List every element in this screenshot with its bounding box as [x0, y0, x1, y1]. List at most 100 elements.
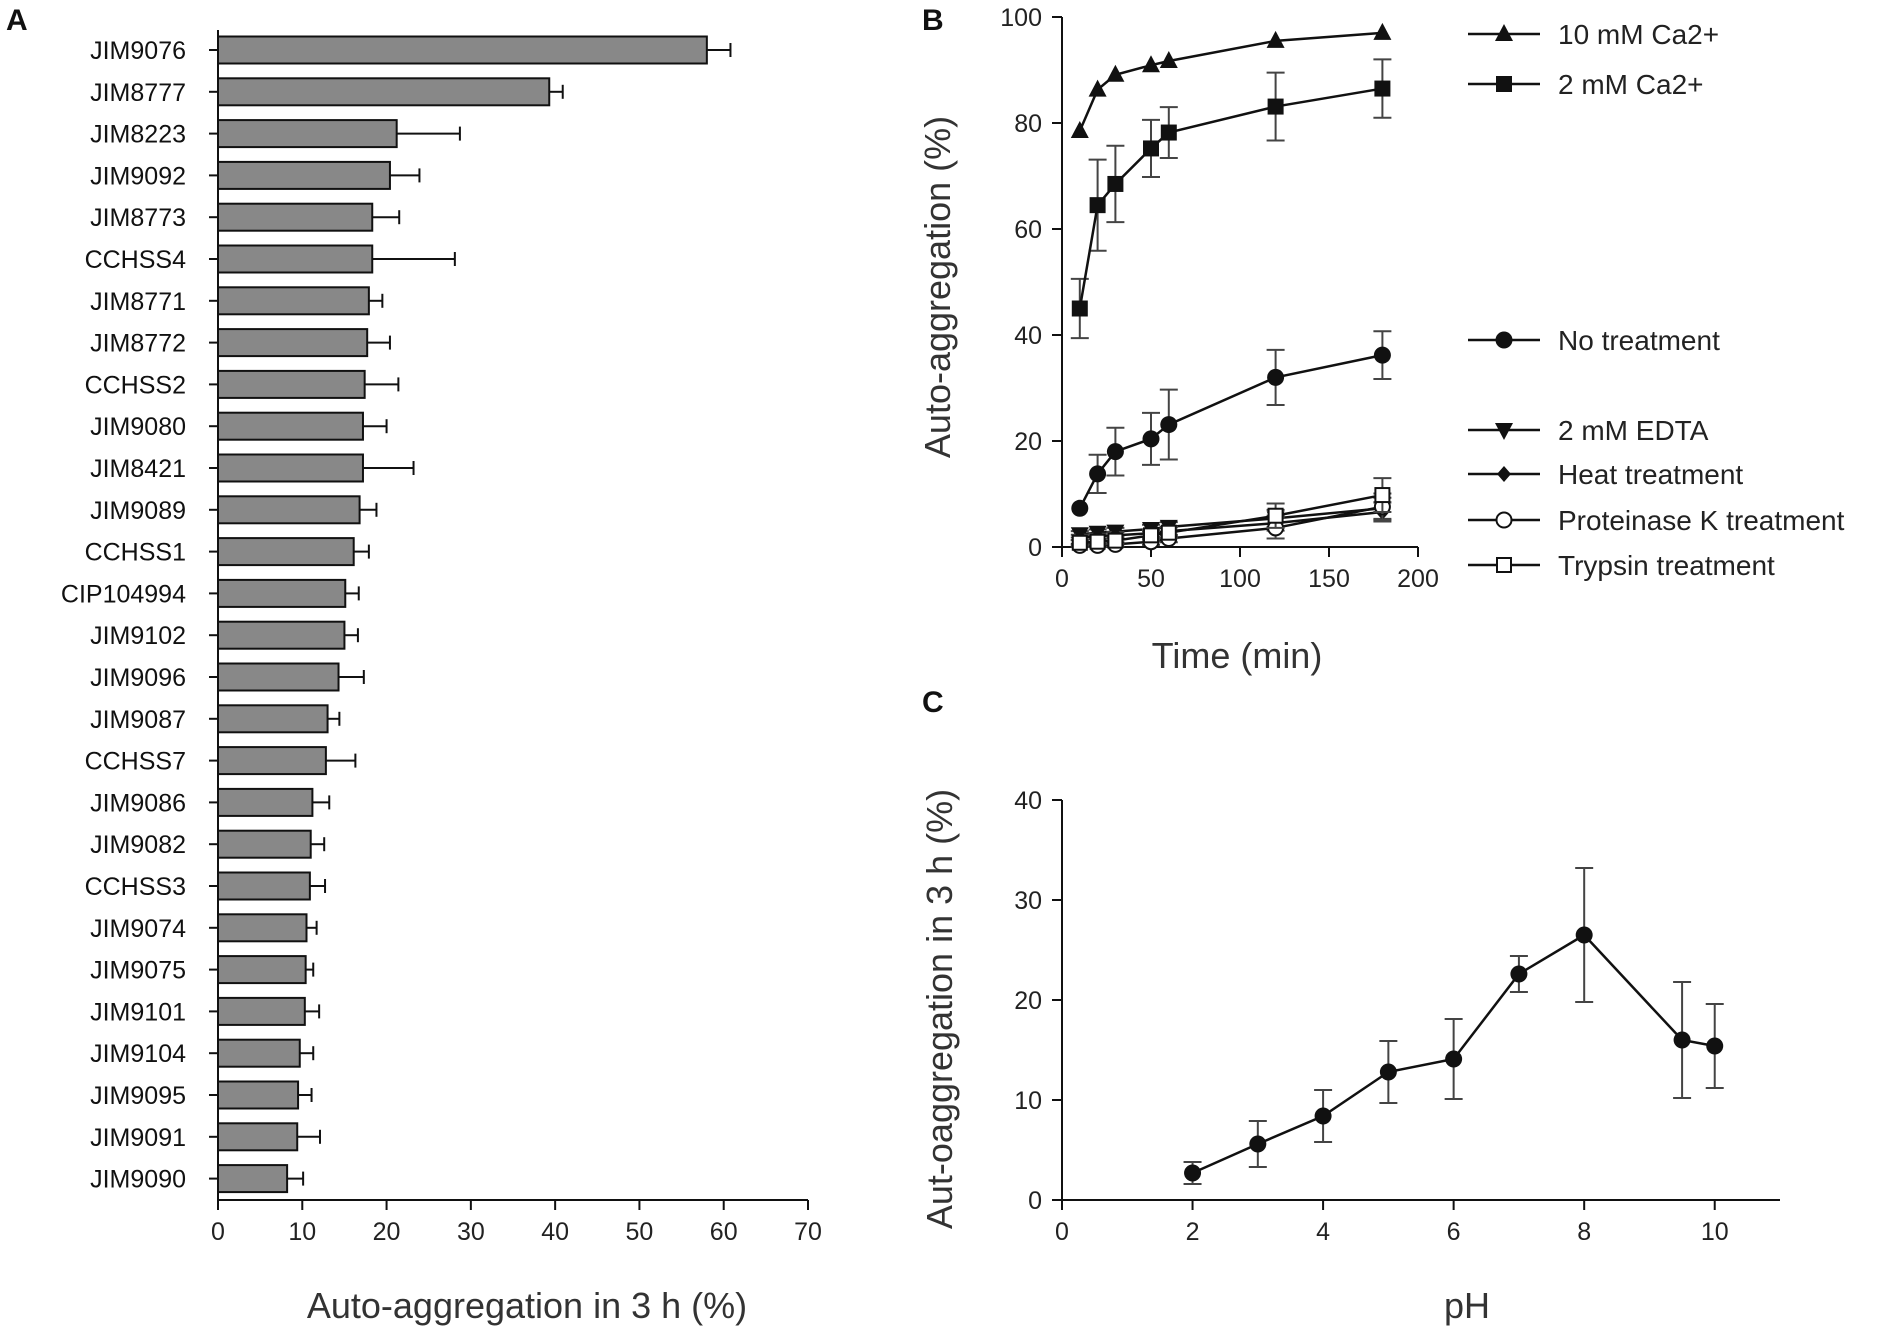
panel-b-data-point	[1267, 368, 1285, 386]
panel-b-series-2	[1071, 330, 1392, 517]
panel-b-data-point	[1089, 197, 1106, 214]
panel-a-x-tick-label: 70	[794, 1218, 822, 1246]
panel-a-category-label: JIM8771	[90, 288, 186, 316]
panel-b-legend-item: Proteinase K treatment	[1468, 505, 1845, 536]
panel-a-x-tick-label: 10	[288, 1218, 316, 1246]
panel-b-x-tick-label: 100	[1219, 565, 1261, 593]
panel-b-series-6	[1070, 477, 1392, 551]
panel-c-y-tick-label: 20	[1014, 987, 1042, 1015]
panel-a-category-label: JIM9076	[90, 37, 186, 65]
panel-a-category-label: JIM9104	[90, 1040, 186, 1068]
panel-a-bar	[217, 286, 370, 316]
panel-a-bar	[217, 160, 391, 190]
panel-b-series-line	[1078, 87, 1383, 309]
panel-b-legend-label: Trypsin treatment	[1558, 550, 1775, 581]
panel-a-bar	[217, 369, 366, 399]
panel-a-bar	[217, 244, 374, 274]
panel-b-data-point	[1160, 124, 1177, 141]
panel-a-bar	[217, 578, 347, 608]
panel-a-bar	[217, 1038, 301, 1068]
panel-b-series-line	[1079, 507, 1383, 536]
panel-b-data-point	[1267, 98, 1284, 115]
panel-c-data-point	[1575, 926, 1593, 944]
panel-b-y-tick-label: 60	[1014, 216, 1042, 244]
panel-b-legend-label: No treatment	[1558, 325, 1720, 356]
panel-b-data-point	[1143, 140, 1159, 157]
panel-b-data-point	[1070, 120, 1089, 138]
panel-b-y-tick-label: 20	[1014, 428, 1042, 456]
panel-a-bar	[217, 871, 311, 901]
panel-b-data-point	[1106, 64, 1125, 82]
panel-b-y-tick-label: 0	[1028, 534, 1042, 562]
panel-a-x-tick-label: 40	[541, 1218, 569, 1246]
panel-c-x-tick-label: 8	[1577, 1218, 1591, 1246]
panel-b-legend-item: 10 mM Ca2+	[1468, 19, 1719, 50]
panel-c-y-tick-label: 0	[1028, 1187, 1042, 1215]
panel-a-bar	[217, 996, 306, 1026]
panel-b-data-point	[1159, 50, 1178, 68]
panel-b-data-point	[1089, 465, 1107, 483]
panel-b-data-point	[1071, 534, 1088, 551]
panel-b-data-point	[1373, 22, 1392, 40]
panel-c-data-point	[1314, 1107, 1332, 1125]
panel-c-x-tick-label: 0	[1055, 1218, 1069, 1246]
panel-c-series-0	[1183, 867, 1724, 1185]
panel-c-data-point	[1379, 1063, 1397, 1081]
panel-b-data-point	[1142, 55, 1160, 73]
panel-b-data-point	[1107, 175, 1124, 192]
panel-b-legend-marker	[1495, 24, 1513, 41]
panel-a-bar	[217, 704, 329, 734]
panel-b-line-chart: 0 20 40 60 80 100 0 50 100 150 200 10 mM Ca2+ 2 mM …	[917, 4, 1845, 676]
panel-b-data-point	[1266, 30, 1285, 48]
panel-a-x-tick-label: 50	[626, 1218, 654, 1246]
panel-a-bar	[217, 746, 327, 776]
panel-a-label: A	[6, 4, 28, 37]
panel-a-x-tick-label: 60	[710, 1218, 738, 1246]
panel-a-category-label: CCHSS2	[85, 371, 186, 399]
panel-a-x-tick-label: 30	[457, 1218, 485, 1246]
panel-b-series-line	[1078, 353, 1383, 509]
panel-b-legend-label: 10 mM Ca2+	[1558, 19, 1719, 50]
panel-a-x-tick-label: 0	[211, 1218, 225, 1246]
panel-a-category-label: JIM9082	[90, 831, 186, 859]
panel-b-data-point	[1107, 532, 1124, 549]
panel-a-bar	[217, 1164, 289, 1194]
panel-b-x-tick-label: 0	[1055, 565, 1069, 593]
panel-c-data-point	[1445, 1050, 1463, 1068]
panel-a-category-label: JIM9074	[90, 915, 186, 943]
panel-a-error-bars	[287, 43, 732, 1186]
panel-b-data-point	[1071, 300, 1088, 317]
panel-a-category-label: JIM9087	[90, 706, 186, 734]
panel-b-data-point	[1071, 499, 1089, 517]
panel-a-category-label: CCHSS3	[85, 873, 186, 901]
panel-a-category-label: JIM9096	[90, 664, 186, 692]
panel-b-data-point	[1267, 507, 1284, 524]
panel-b-y-tick-label: 100	[1000, 4, 1042, 32]
panel-b-legend-item: No treatment	[1468, 325, 1720, 356]
panel-a-bars	[217, 35, 708, 1194]
panel-c-series	[1183, 867, 1724, 1185]
panel-c-x-tick-label: 10	[1701, 1218, 1729, 1246]
panel-a-category-label: JIM8777	[90, 79, 186, 107]
panel-b-y-axis-title: Auto-aggregation (%)	[917, 116, 958, 458]
panel-a-bar	[217, 495, 361, 525]
panel-b-data-point	[1089, 533, 1106, 550]
panel-a-category-label: JIM9101	[90, 998, 186, 1026]
panel-b-legend-item: Heat treatment	[1468, 459, 1743, 490]
panel-c-data-point	[1249, 1135, 1267, 1153]
panel-b-label: B	[922, 4, 944, 37]
panel-b-legend-label: 2 mM Ca2+	[1558, 69, 1704, 100]
panel-a-category-label: JIM9075	[90, 957, 186, 985]
panel-a-bar	[217, 662, 340, 692]
panel-a-bar	[217, 913, 308, 943]
panel-a-bar	[217, 620, 346, 650]
panel-a-bar	[217, 202, 374, 232]
panel-c-x-tick-label: 2	[1186, 1218, 1200, 1246]
panel-b-legend-label: Proteinase K treatment	[1558, 505, 1845, 536]
panel-c-label: C	[922, 686, 944, 719]
panel-a-category-label: JIM8772	[90, 330, 186, 358]
panel-b-legend: 10 mM Ca2+ 2 mM Ca2+ No treatment 2 mM EDTA…	[1468, 19, 1845, 581]
panel-b-legend-marker	[1496, 76, 1512, 92]
panel-c-data-point	[1184, 1164, 1202, 1182]
panel-c-data-point	[1706, 1037, 1724, 1055]
